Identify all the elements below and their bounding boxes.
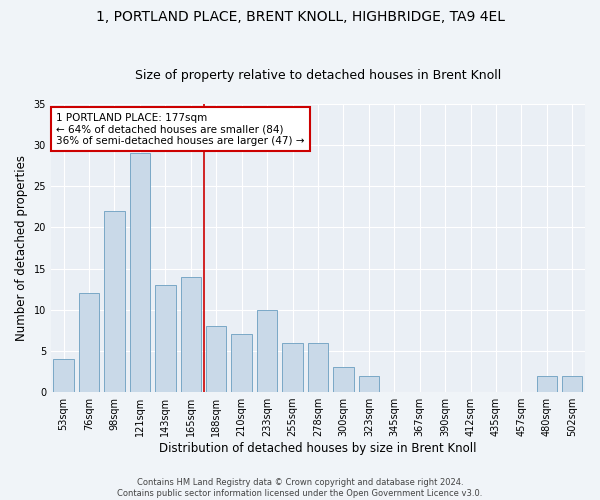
Bar <box>308 342 328 392</box>
Bar <box>536 376 557 392</box>
Bar <box>181 277 201 392</box>
Y-axis label: Number of detached properties: Number of detached properties <box>15 155 28 341</box>
Text: 1 PORTLAND PLACE: 177sqm
← 64% of detached houses are smaller (84)
36% of semi-d: 1 PORTLAND PLACE: 177sqm ← 64% of detach… <box>56 112 305 146</box>
Bar <box>79 294 99 392</box>
Title: Size of property relative to detached houses in Brent Knoll: Size of property relative to detached ho… <box>135 69 501 82</box>
Bar <box>283 342 302 392</box>
Bar <box>359 376 379 392</box>
Text: Contains HM Land Registry data © Crown copyright and database right 2024.
Contai: Contains HM Land Registry data © Crown c… <box>118 478 482 498</box>
Text: 1, PORTLAND PLACE, BRENT KNOLL, HIGHBRIDGE, TA9 4EL: 1, PORTLAND PLACE, BRENT KNOLL, HIGHBRID… <box>95 10 505 24</box>
Bar <box>130 154 150 392</box>
Bar <box>562 376 583 392</box>
Bar <box>53 359 74 392</box>
Bar <box>104 211 125 392</box>
X-axis label: Distribution of detached houses by size in Brent Knoll: Distribution of detached houses by size … <box>159 442 477 455</box>
Bar <box>257 310 277 392</box>
Bar <box>206 326 226 392</box>
Bar <box>155 285 176 392</box>
Bar <box>333 368 353 392</box>
Bar <box>232 334 252 392</box>
